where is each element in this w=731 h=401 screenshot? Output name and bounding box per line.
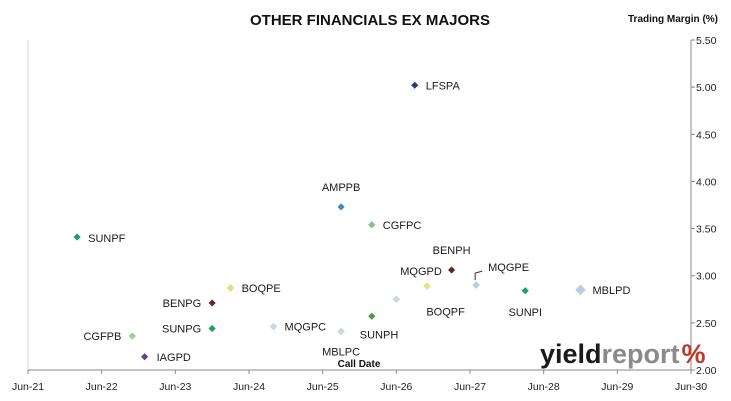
data-point-amppb: [337, 203, 345, 211]
data-point-mqgpc: [269, 322, 278, 331]
point-label-cgfpc: CGFPC: [383, 220, 422, 232]
svg-text:yieldreport%: yieldreport%: [540, 339, 706, 369]
point-label-cgfpb: CGFPB: [83, 331, 121, 343]
x-tick-label: Jun-21: [12, 381, 44, 393]
point-label-mblpd: MBLPD: [593, 285, 631, 297]
point-label-sunph: SUNPH: [360, 329, 399, 341]
x-tick-label: Jun-24: [233, 381, 265, 393]
logo-text-yield: yield: [540, 339, 602, 369]
y-axis-ticks: 2.00 2.50 3.00 3.50 4.00 4.50 5.00 5.50: [691, 35, 717, 377]
y-tick-label: 4.50: [696, 129, 717, 141]
point-label-mblpc: MBLPC: [322, 346, 360, 358]
point-label-lfspa: LFSPA: [426, 80, 461, 92]
y-tick-label: 2.50: [696, 318, 717, 330]
y-tick-label: 2.00: [696, 365, 717, 377]
data-point-lfspa: [410, 81, 419, 90]
point-label-mqgpd: MQGPD: [400, 266, 442, 278]
x-tick-label: Jun-27: [454, 381, 486, 393]
point-label-mqgpe: MQGPE: [488, 262, 529, 274]
point-label-benph: BENPH: [433, 245, 471, 257]
x-tick-label: Jun-30: [675, 381, 707, 393]
data-point-sunpg: [208, 324, 217, 333]
leader-line-mqgpe: [474, 270, 483, 281]
y-tick-label: 4.00: [696, 176, 717, 188]
data-point-mblpc: [337, 327, 345, 336]
x-tick-label: Jun-23: [159, 381, 191, 393]
point-label-sunpi: SUNPI: [508, 307, 542, 319]
x-tick-label: Jun-22: [86, 381, 118, 393]
data-point-sunpf: [73, 233, 81, 241]
x-tick-label: Jun-26: [380, 381, 412, 393]
logo-text-percent: %: [682, 339, 706, 369]
data-point-benph: [447, 266, 456, 274]
data-point-iagpd: [140, 352, 149, 361]
yieldreport-logo: yieldreport%: [540, 339, 706, 369]
point-label-benpg: BENPG: [163, 298, 202, 310]
data-point-sunph: [367, 312, 376, 321]
data-point-mblpd: [575, 284, 586, 296]
data-point-boqpf: [392, 295, 401, 304]
y-tick-label: 3.50: [696, 224, 717, 236]
data-points: LFSPA AMPPB CGFPC SUNPF BENPH MQGPE MQGPD BOQPE…: [73, 80, 631, 364]
y-tick-label: 5.00: [696, 82, 717, 94]
data-point-boqpe: [226, 284, 235, 292]
point-label-boqpe: BOQPE: [242, 283, 281, 295]
x-axis-ticks: Jun-21 Jun-22 Jun-23 Jun-24 Jun-25 Jun-26 Jun-…: [12, 370, 707, 393]
data-point-cgfpc: [367, 220, 376, 229]
point-label-mqgpc: MQGPC: [285, 322, 327, 334]
x-tick-label: Jun-25: [307, 381, 339, 393]
y-tick-label: 5.50: [696, 35, 717, 47]
data-point-benpg: [208, 299, 217, 307]
point-label-sunpf: SUNPF: [88, 233, 126, 245]
data-point-sunpi: [521, 286, 530, 295]
data-point-cgfpb: [128, 332, 137, 340]
point-label-sunpg: SUNPG: [162, 324, 201, 336]
point-label-amppb: AMPPB: [322, 182, 361, 194]
chart-title: OTHER FINANCIALS EX MAJORS: [250, 12, 490, 29]
y-axis-title: Trading Margin (%): [628, 14, 718, 25]
data-point-mqgpe: [472, 281, 480, 289]
x-tick-label: Jun-29: [601, 381, 633, 393]
data-point-mqgpd: [423, 282, 431, 290]
point-label-boqpf: BOQPF: [426, 306, 465, 318]
logo-text-report: report: [602, 339, 680, 369]
point-label-iagpd: IAGPD: [157, 352, 191, 364]
x-tick-label: Jun-28: [528, 381, 560, 393]
y-tick-label: 3.00: [696, 271, 717, 283]
x-axis-title: Call Date: [338, 359, 381, 370]
